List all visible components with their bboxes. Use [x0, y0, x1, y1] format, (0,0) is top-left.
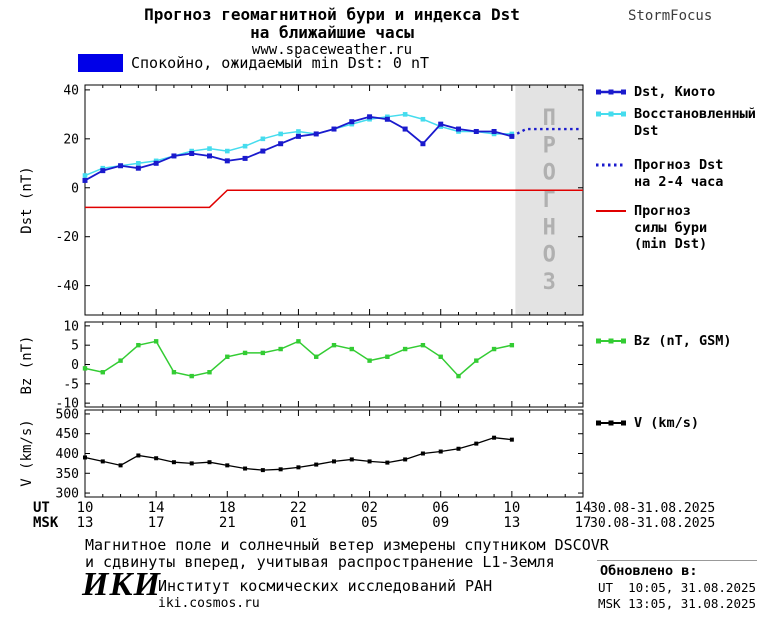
x-tick-label: 13: [76, 515, 94, 531]
quiet-status-text: Спокойно, ожидаемый min Dst: 0 nT: [131, 54, 430, 72]
bz-line-icon: [595, 334, 627, 348]
footer-note-line2: и сдвинуты вперед, учитывая распростране…: [85, 553, 555, 571]
svg-text:350: 350: [56, 467, 79, 482]
svg-text:5: 5: [71, 339, 79, 354]
bz-axis-label: Bz (nT): [19, 335, 35, 395]
svg-text:0: 0: [71, 358, 79, 373]
svg-text:-40: -40: [56, 279, 79, 294]
legend-item-bz: Bz (nT, GSM): [595, 333, 732, 350]
svg-text:-10: -10: [56, 397, 79, 412]
x-tick-label: 13: [503, 515, 521, 531]
institute-website: iki.cosmos.ru: [158, 596, 260, 611]
svg-text:Н: Н: [543, 215, 556, 240]
legend-forecast-dst-label-2: на 2-4 часа: [634, 173, 724, 190]
msk-axis-header: MSK: [33, 515, 59, 531]
legend-forecast-dst-label-1: Прогноз Dst: [634, 157, 724, 173]
v-axis-label: V (km/s): [19, 419, 35, 487]
footer-note-line1: Магнитное поле и солнечный ветер измерен…: [85, 536, 609, 554]
dst-kyoto-line-icon: [595, 85, 627, 99]
x-tick-label: 06: [432, 500, 450, 516]
x-tick-label: 10: [503, 500, 521, 516]
title-line1: Прогноз геомагнитной бури и индекса Dst: [144, 5, 520, 24]
forecast-dst-dotted-line-icon: [595, 158, 627, 172]
storm-level-swatch-icon: [78, 54, 123, 72]
legend-item-forecast-dst: Прогноз Dst на 2-4 часа: [595, 157, 723, 190]
legend-forecast-storm-label-3: (min Dst): [634, 236, 708, 252]
x-axis-ut-row: UT 30.08-31.08.2025 10 14 18 22 02 06 10 14: [0, 500, 760, 516]
x-tick-label: 05: [361, 515, 378, 531]
updated-label: Обновлено в:: [600, 563, 698, 579]
svg-text:Г: Г: [543, 188, 556, 213]
svg-text:400: 400: [56, 447, 79, 462]
svg-text:20: 20: [63, 132, 79, 147]
legend-dst-restored-label-2: Dst: [634, 122, 659, 139]
legend-dst-restored-label-1: Восстановленный: [634, 106, 756, 122]
institute-name: Институт космических исследований РАН: [158, 577, 493, 595]
svg-text:-20: -20: [56, 230, 79, 245]
svg-text:10: 10: [63, 319, 79, 334]
storm-forecast-line-icon: [595, 204, 627, 218]
svg-text:40: 40: [63, 83, 79, 98]
iki-logo: ИКИ: [82, 566, 161, 603]
svg-text:О: О: [543, 243, 556, 268]
svg-text:З: З: [543, 270, 556, 295]
quiet-status-banner: Спокойно, ожидаемый min Dst: 0 nT: [78, 54, 429, 72]
x-tick-label: 14: [147, 500, 165, 516]
svg-text:0: 0: [71, 181, 79, 196]
updated-msk-time: MSK 13:05, 31.08.2025: [598, 596, 757, 611]
x-tick-label: 14: [574, 500, 592, 516]
msk-date-range: 30.08-31.08.2025: [590, 516, 716, 531]
x-tick-label: 09: [432, 515, 450, 531]
x-tick-label: 01: [289, 515, 307, 531]
x-tick-label: 17: [574, 515, 592, 531]
legend-bz-label: Bz (nT, GSM): [634, 333, 732, 349]
v-line-icon: [595, 416, 627, 430]
legend-item-forecast-storm: Прогноз силы бури (min Dst): [595, 203, 707, 253]
legend-v-label: V (km/s): [634, 415, 700, 431]
svg-text:Р: Р: [543, 133, 556, 158]
legend-forecast-storm-label-2: силы бури: [634, 219, 708, 236]
svg-text:П: П: [543, 106, 556, 131]
svg-text:О: О: [543, 161, 556, 186]
x-tick-label: 17: [147, 515, 165, 531]
x-axis-msk-row: MSK 30.08-31.08.2025 13 17 21 01 05 09 13 17: [0, 515, 760, 531]
dst-restored-line-icon: [595, 107, 627, 121]
x-tick-label: 02: [361, 500, 378, 516]
bz-chart: 10 5 0 -5 -10: [56, 319, 584, 412]
legend-forecast-storm-label-1: Прогноз: [634, 203, 691, 219]
updated-divider: [597, 560, 757, 561]
ut-axis-header: UT: [33, 500, 50, 516]
x-tick-label: 18: [218, 500, 236, 516]
x-tick-label: 21: [218, 515, 236, 531]
brand-label: StormFocus: [628, 8, 713, 24]
legend-item-dst-kyoto: Dst, Киото: [595, 84, 715, 101]
x-tick-label: 22: [289, 500, 307, 516]
legend-dst-kyoto-label: Dst, Киото: [634, 84, 716, 100]
page-title: Прогноз геомагнитной бури и индекса Dst …: [72, 6, 592, 59]
x-tick-label: 10: [76, 500, 94, 516]
legend-item-v: V (km/s): [595, 415, 699, 432]
v-chart: 500 450 400 350 300: [56, 407, 584, 502]
title-line2: на ближайшие часы: [250, 23, 414, 42]
dst-axis-label: Dst (nT): [19, 166, 35, 234]
legend-item-dst-restored: Восстановленный Dst: [595, 106, 756, 139]
svg-text:450: 450: [56, 427, 79, 442]
site-url: www.spaceweather.ru: [251, 42, 413, 58]
ut-date-range: 30.08-31.08.2025: [590, 501, 716, 516]
updated-ut-time: UT 10:05, 31.08.2025: [598, 580, 757, 595]
svg-text:500: 500: [56, 407, 79, 422]
svg-text:-5: -5: [63, 377, 79, 392]
svg-text:300: 300: [56, 487, 79, 502]
